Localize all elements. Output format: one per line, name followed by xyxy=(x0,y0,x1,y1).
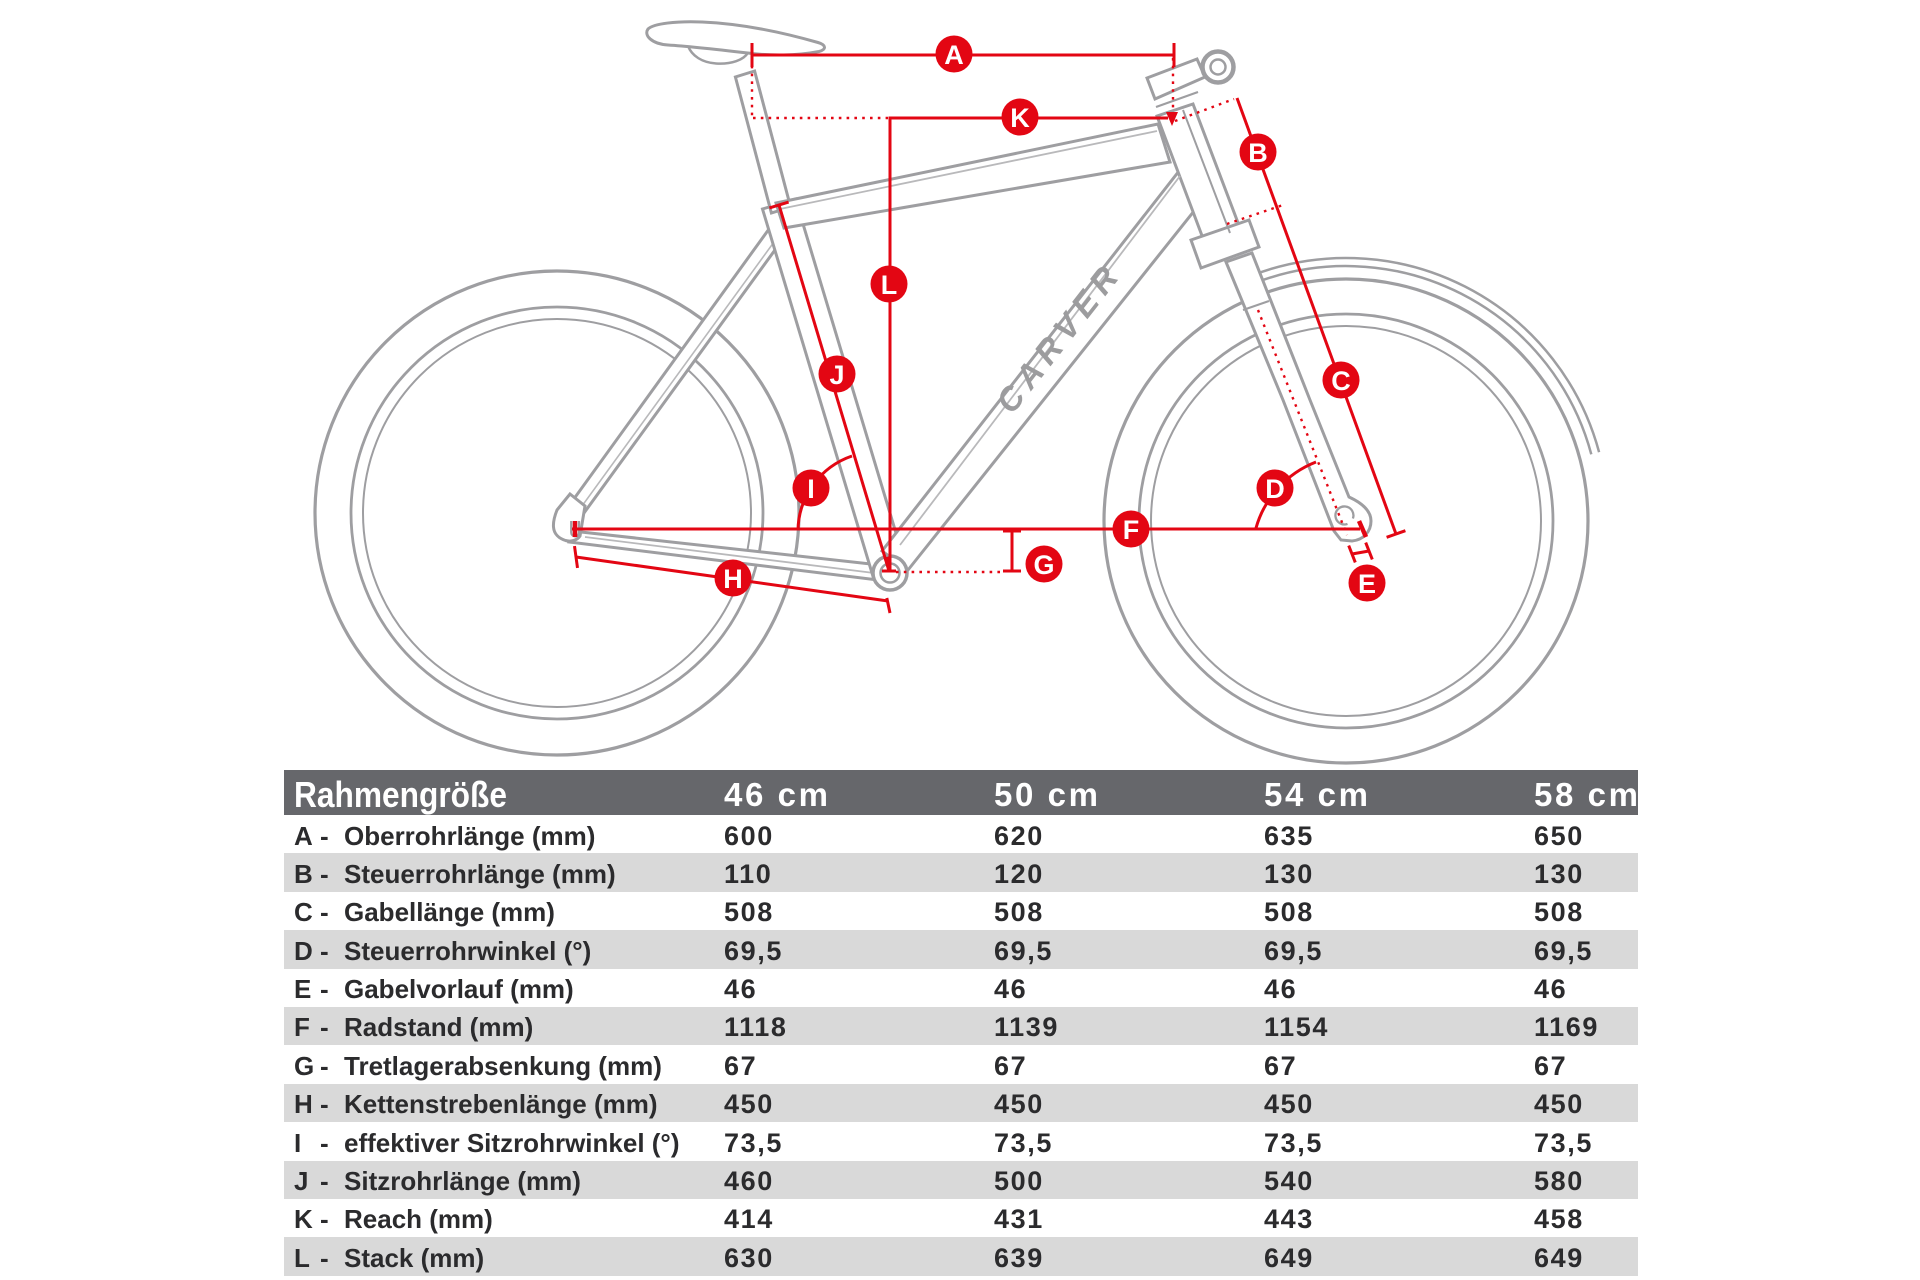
svg-text:I: I xyxy=(807,474,815,504)
svg-text:C: C xyxy=(1331,366,1351,396)
svg-text:H: H xyxy=(723,564,743,594)
svg-text:B: B xyxy=(1248,138,1268,168)
svg-text:A: A xyxy=(944,40,964,70)
svg-text:J: J xyxy=(829,360,844,390)
svg-text:CARVER: CARVER xyxy=(989,254,1130,420)
svg-text:E: E xyxy=(1358,569,1376,599)
svg-text:L: L xyxy=(881,270,898,300)
svg-text:G: G xyxy=(1033,550,1054,580)
svg-text:F: F xyxy=(1123,515,1140,545)
svg-text:D: D xyxy=(1265,474,1285,504)
svg-text:K: K xyxy=(1010,103,1030,133)
